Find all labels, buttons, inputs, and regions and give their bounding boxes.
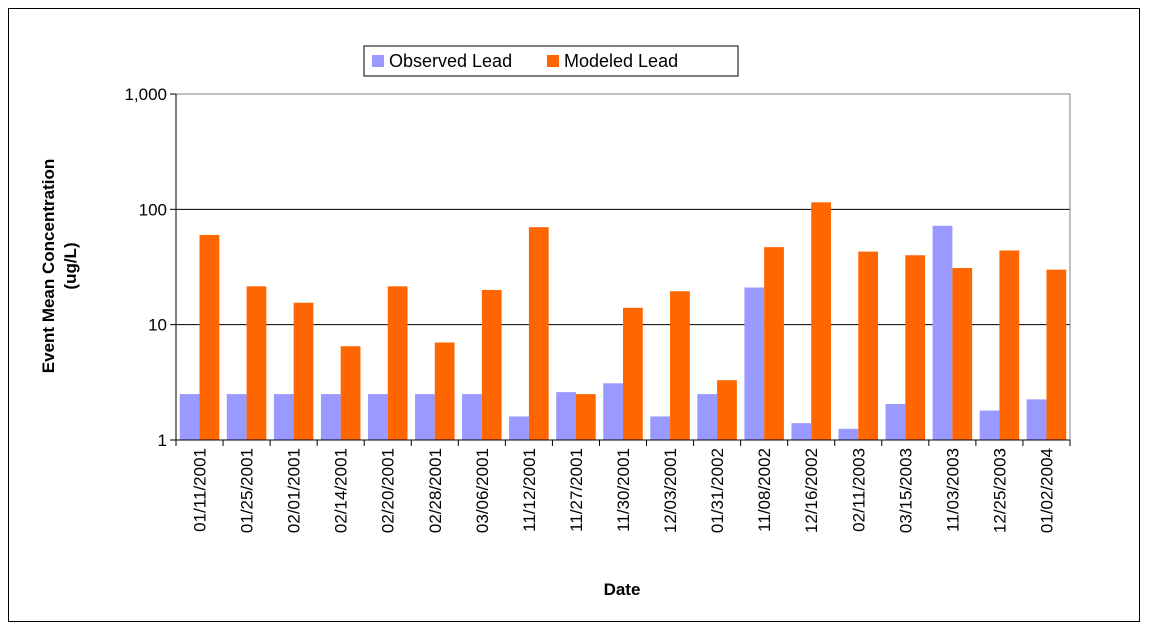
x-tick-label: 03/06/2001 [473,448,492,533]
bar-observed-lead [273,394,294,440]
legend-label-modeled: Modeled Lead [564,51,678,71]
bar-modeled-lead [293,302,314,440]
x-tick-label: 12/16/2002 [802,448,821,533]
bar-observed-lead [179,394,200,440]
bar-modeled-lead [1046,269,1067,440]
x-tick-label: 02/11/2003 [849,448,868,532]
bar-observed-lead [650,416,671,440]
x-tick-label: 11/08/2002 [755,448,774,532]
x-tick-label: 01/02/2004 [1037,448,1056,533]
legend-label-observed: Observed Lead [389,51,512,71]
bar-observed-lead [791,423,812,440]
bar-observed-lead [320,394,341,440]
x-tick-label: 11/03/2003 [943,448,962,532]
y-tick-labels: 1 10 100 1,000 [124,85,167,450]
x-tick-label: 01/11/2001 [191,448,210,532]
bar-observed-lead [509,416,529,440]
bar-modeled-lead [199,234,220,440]
bars [179,202,1067,440]
bar-modeled-lead [528,227,549,440]
x-tick-label: 01/31/2002 [708,448,727,533]
bar-observed-lead [226,394,247,440]
bar-modeled-lead [623,307,643,440]
bar-modeled-lead [952,267,973,440]
bar-modeled-lead [340,346,361,440]
x-tick-label: 12/03/2001 [661,448,680,533]
bar-modeled-lead [999,250,1020,440]
bar-observed-lead [603,383,623,440]
bar-modeled-lead [387,286,408,440]
x-axis-title: Date [604,580,641,599]
bar-observed-lead [932,225,953,440]
bar-observed-lead [697,394,718,440]
legend-swatch-modeled [547,55,559,67]
y-axis-title-line2: (ug/L) [61,242,80,289]
bar-observed-lead [415,394,435,440]
bar-observed-lead [979,410,1000,440]
bar-modeled-lead [670,291,690,440]
bar-observed-lead [1026,399,1047,440]
y-tick-label: 1,000 [124,85,167,104]
x-tick-label: 02/01/2001 [285,448,304,533]
legend-swatch-observed [372,55,384,67]
bar-modeled-lead [434,342,455,440]
y-tick-label: 1 [158,431,167,450]
y-axis-title: Event Mean Concentration (ug/L) [39,159,80,373]
bar-modeled-lead [905,255,926,440]
x-tick-label: 11/27/2001 [567,448,586,532]
x-tick-label: 11/12/2001 [520,448,539,532]
bar-modeled-lead [764,247,784,440]
x-tick-label: 12/25/2003 [990,448,1009,533]
bar-observed-lead [367,394,388,440]
y-tick-label: 100 [139,200,167,219]
axes [170,93,1071,446]
bar-observed-lead [744,287,765,440]
bar-observed-lead [462,394,482,440]
bar-modeled-lead [246,286,267,440]
x-tick-label: 02/14/2001 [332,448,351,533]
x-tick-label: 01/25/2001 [238,448,257,533]
bar-modeled-lead [717,380,737,440]
x-tick-label: 02/28/2001 [426,448,445,533]
legend: Observed Lead Modeled Lead [363,45,739,77]
y-tick-label: 10 [148,316,167,335]
bar-observed-lead [838,428,859,440]
x-tick-label: 11/30/2001 [614,448,633,532]
bar-modeled-lead [481,289,502,440]
y-axis-title-line1: Event Mean Concentration [39,159,58,373]
bar-observed-lead [556,392,576,440]
bar-modeled-lead [811,202,831,440]
x-tick-labels: 01/11/2001 01/25/2001 02/01/2001 02/14/2001… [191,448,1057,533]
x-tick-label: 02/20/2001 [379,448,398,533]
bar-observed-lead [885,404,906,440]
bar-modeled-lead [858,251,879,440]
x-tick-label: 03/15/2003 [896,448,915,533]
bar-modeled-lead [575,394,596,440]
